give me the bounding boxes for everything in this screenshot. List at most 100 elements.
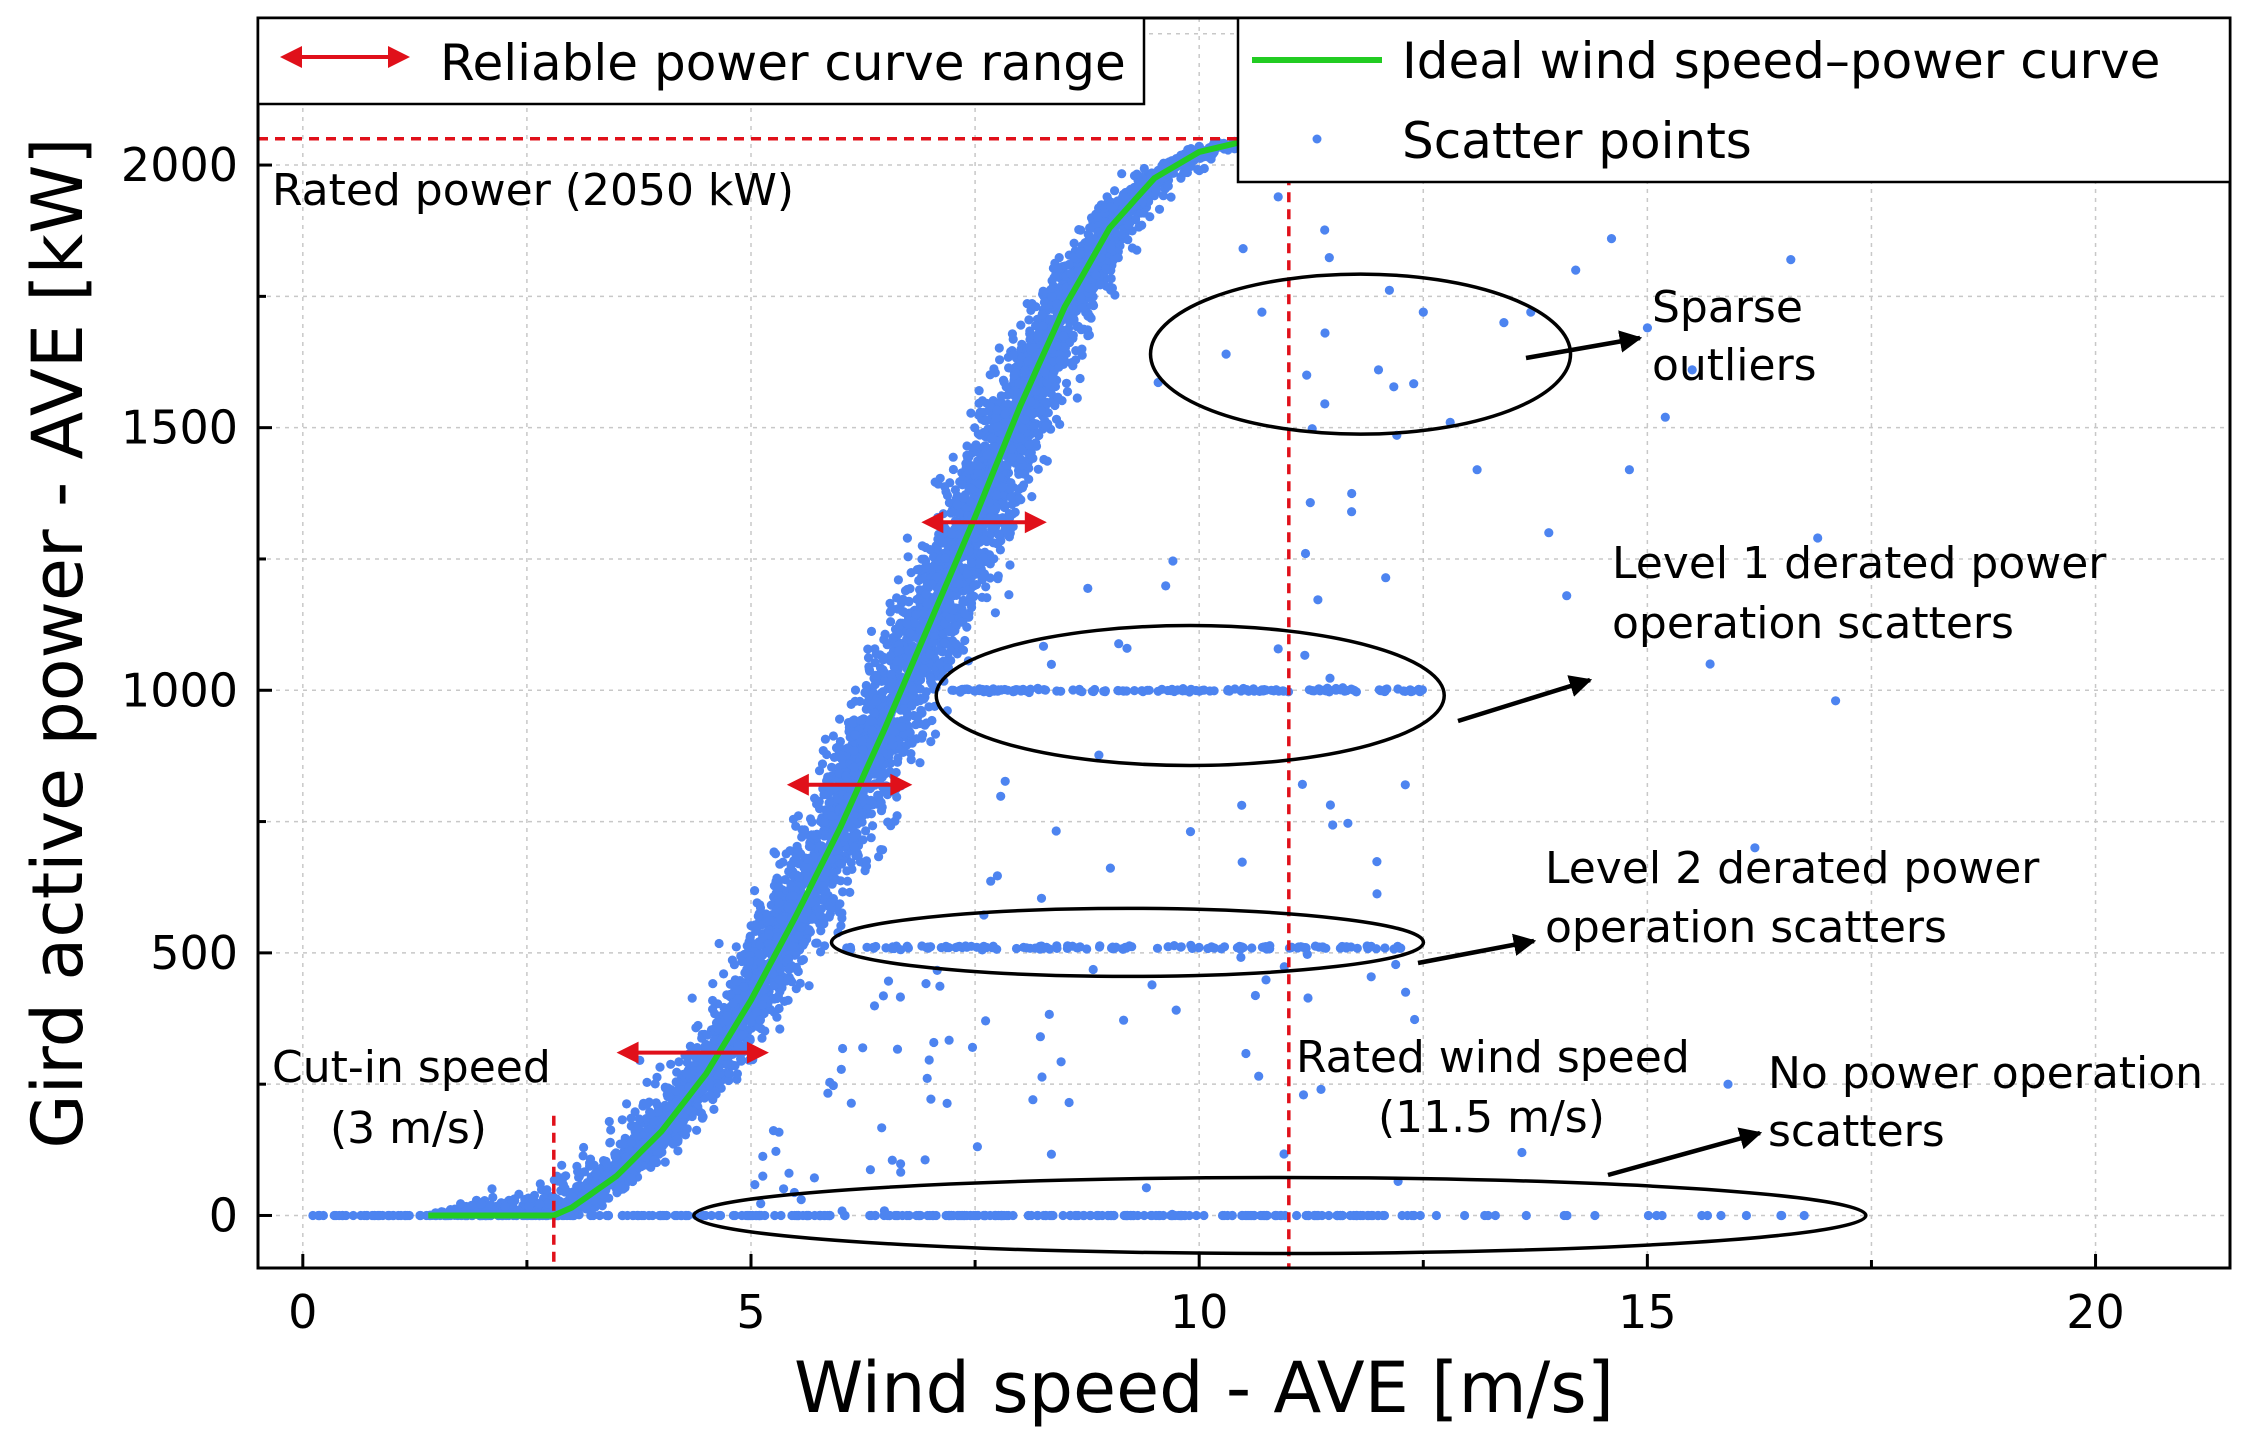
scatter-point — [803, 854, 813, 864]
scatter-point — [758, 985, 769, 995]
scatter-point — [900, 586, 911, 596]
scatter-point — [1163, 181, 1173, 191]
scatter-point — [871, 649, 881, 659]
scatter-point — [804, 841, 815, 852]
scatter-point — [673, 1146, 683, 1156]
scatter-point — [962, 622, 972, 632]
scatter-point — [1039, 454, 1049, 465]
scatter-point — [692, 1043, 702, 1053]
scatter-point — [768, 969, 778, 979]
scatter-point — [1036, 406, 1046, 416]
scatter-point — [1031, 321, 1041, 331]
scatter-point — [1040, 367, 1050, 377]
scatter-point — [828, 731, 839, 741]
scatter-point — [814, 796, 824, 806]
scatter-point — [885, 598, 895, 609]
scatter-point — [1025, 329, 1035, 339]
scatter-point — [697, 1113, 708, 1123]
scatter-point — [993, 574, 1003, 584]
scatter-point — [1154, 204, 1165, 214]
scatter-point — [1061, 378, 1072, 388]
scatter-point — [925, 649, 935, 659]
scatter-point — [750, 886, 760, 896]
scatter-point — [708, 995, 718, 1006]
scatter-point — [937, 647, 948, 657]
scatter-point — [770, 849, 781, 859]
scatter-point — [1016, 444, 1027, 454]
scatter-point — [1151, 185, 1161, 195]
scatter-point — [892, 757, 903, 767]
scatter-point — [1134, 222, 1144, 232]
scatter-point — [1024, 474, 1034, 484]
scatter-point — [888, 727, 898, 737]
scatter-point — [962, 441, 972, 451]
plot-area — [258, 18, 2230, 1268]
scatter-point — [922, 579, 933, 589]
scatter-point — [835, 899, 845, 909]
scatter-point — [799, 825, 810, 835]
scatter-point — [995, 472, 1005, 482]
scatter-point — [804, 981, 814, 991]
scatter-point — [995, 355, 1005, 365]
scatter-point — [921, 687, 932, 697]
scatter-point — [702, 1030, 713, 1040]
scatter-point — [710, 1035, 720, 1045]
scatter-point — [1054, 253, 1064, 263]
scatter-point — [1083, 331, 1093, 341]
scatter-point — [733, 1041, 743, 1051]
scatter-point — [922, 599, 932, 609]
scatter-point — [1020, 365, 1030, 376]
scatter-point — [1038, 286, 1048, 296]
scatter-point — [1106, 285, 1116, 295]
scatter-point — [744, 956, 754, 966]
scatter-point — [1110, 186, 1120, 196]
scatter-point — [777, 983, 787, 993]
scatter-point — [969, 581, 979, 591]
scatter-point — [1072, 393, 1082, 403]
scatter-point — [905, 728, 915, 738]
scatter-point — [928, 637, 938, 647]
scatter-point — [787, 941, 797, 952]
scatter-point — [913, 711, 923, 721]
scatter-point — [840, 832, 851, 842]
scatter-point — [1076, 324, 1086, 334]
scatter-point — [905, 628, 915, 638]
scatter-point — [820, 734, 831, 744]
scatter-point — [774, 882, 784, 892]
scatter-point — [660, 1135, 670, 1145]
scatter-point — [775, 1024, 785, 1034]
scatter-point — [1116, 229, 1126, 239]
scatter-point — [874, 852, 884, 862]
scatter-point — [1050, 381, 1061, 392]
scatter-point — [1031, 386, 1041, 396]
scatter-point — [753, 911, 763, 921]
scatter-point — [666, 1059, 676, 1069]
scatter-point — [887, 734, 897, 744]
scatter-point — [1014, 493, 1024, 503]
scatter-point — [964, 450, 975, 460]
scatter-point — [1023, 356, 1033, 366]
scatter-point — [958, 645, 969, 655]
scatter-point — [868, 821, 878, 831]
scatter-point — [589, 1195, 599, 1205]
scatter-point — [794, 931, 804, 941]
scatter-point — [696, 1065, 706, 1075]
scatter-point — [1053, 392, 1063, 402]
scatter-point — [750, 974, 761, 984]
scatter-point — [892, 593, 902, 603]
scatter-point — [1132, 169, 1142, 179]
scatter-point — [926, 737, 936, 747]
scatter-point — [1051, 299, 1062, 309]
scatter-point — [815, 841, 825, 851]
scatter-point — [908, 641, 918, 651]
scatter-point — [1004, 508, 1014, 519]
scatter-point — [1004, 590, 1014, 600]
scatter-point — [724, 1075, 734, 1086]
scatter-point — [866, 626, 877, 637]
scatter-point — [991, 413, 1001, 423]
scatter-point — [975, 479, 985, 489]
scatter-point — [1041, 421, 1051, 431]
scatter-point — [668, 1139, 678, 1149]
scatter-point — [1093, 227, 1103, 237]
scatter-point — [1016, 320, 1026, 330]
